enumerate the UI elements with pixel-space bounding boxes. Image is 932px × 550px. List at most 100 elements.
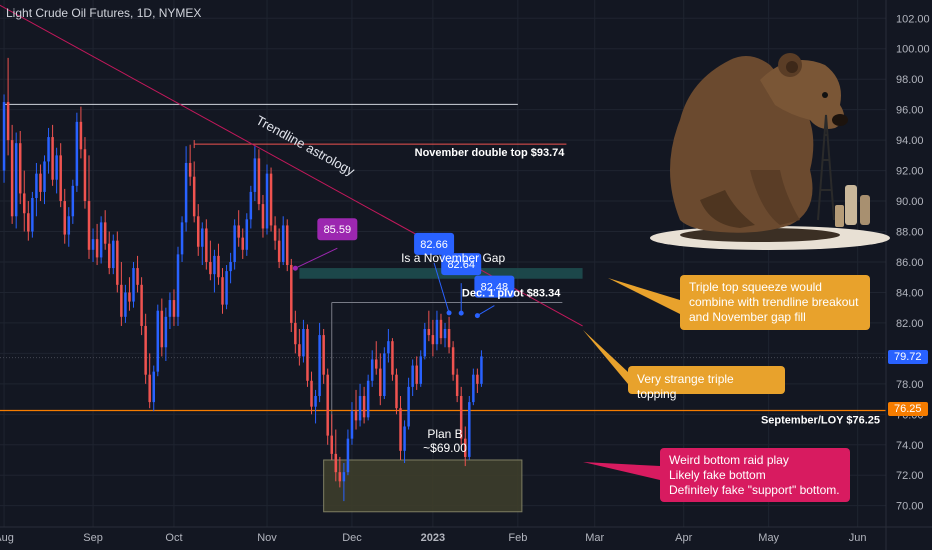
candle — [310, 371, 313, 415]
callout-line: and November gap fill — [689, 310, 806, 324]
candle-body — [463, 438, 467, 457]
candle — [468, 396, 471, 460]
candle — [383, 347, 386, 400]
candle-body — [407, 386, 410, 427]
candle — [51, 124, 54, 186]
candle-body — [261, 204, 265, 229]
candle-body — [237, 225, 240, 238]
candle-body — [472, 374, 475, 403]
candle — [140, 277, 143, 336]
trendline — [0, 4, 583, 327]
candle — [476, 368, 479, 393]
candle-body — [116, 240, 119, 285]
current-price-tag: 79.72 — [888, 349, 928, 364]
y-tick-label: 92.00 — [896, 166, 924, 178]
candles — [2, 57, 483, 502]
x-tick-label: Aug — [0, 532, 14, 544]
x-tick-label: Apr — [675, 532, 692, 544]
candle — [379, 353, 382, 406]
candle-body — [31, 198, 34, 232]
marker-box — [474, 275, 515, 298]
candle — [229, 252, 232, 284]
candle — [148, 353, 151, 409]
candle — [298, 328, 301, 366]
candle-body — [209, 261, 212, 275]
candle — [184, 146, 188, 232]
candle — [330, 414, 333, 460]
candle — [95, 223, 99, 266]
candle-body — [310, 380, 313, 407]
candle-body — [399, 408, 402, 451]
x-tick-label: Oct — [165, 532, 182, 544]
candle — [35, 162, 38, 217]
candle-body — [298, 344, 301, 357]
marker-dot — [458, 310, 464, 316]
candle — [358, 383, 362, 427]
marker-dot — [446, 310, 452, 316]
candle-body — [391, 341, 394, 375]
candle-body — [156, 310, 160, 372]
candle — [209, 240, 212, 281]
candle-body — [112, 240, 115, 269]
candle — [213, 249, 216, 293]
y-tick-label: 100.00 — [896, 44, 930, 56]
candle — [120, 261, 123, 326]
candle-body — [160, 310, 164, 348]
x-tick-label: Jun — [849, 532, 867, 544]
candle-body — [164, 316, 168, 348]
candle — [79, 106, 83, 159]
candle-body — [285, 225, 289, 266]
marker-label: 82.48 — [481, 282, 509, 294]
candle — [71, 179, 75, 224]
candle — [350, 402, 354, 445]
candle-body — [480, 356, 483, 384]
candle — [176, 246, 180, 326]
callout-line: Very strange triple topping — [637, 372, 734, 401]
plan-b-label: Plan B — [427, 427, 462, 441]
candle — [395, 368, 398, 415]
callout-line: Triple top squeeze would — [689, 280, 822, 294]
candle — [387, 328, 390, 363]
candle — [294, 310, 297, 354]
candle-body — [39, 173, 42, 192]
candle-body — [43, 161, 46, 192]
candle-body — [136, 268, 139, 285]
weird-bottom-callout: Weird bottom raid play Likely fake botto… — [660, 448, 850, 502]
candle-body — [144, 325, 147, 375]
candle-body — [213, 255, 216, 275]
candle — [237, 210, 240, 247]
candle — [91, 228, 95, 262]
candle — [172, 289, 176, 326]
candle-body — [107, 243, 111, 269]
triple-topping-callout: Very strange triple topping — [628, 366, 785, 401]
candle — [435, 310, 439, 351]
candle — [290, 258, 293, 333]
candle — [273, 216, 277, 250]
candle-body — [132, 268, 135, 302]
candle-body — [241, 237, 244, 250]
candle-body — [59, 155, 62, 202]
candle — [269, 167, 273, 232]
candle — [31, 191, 34, 238]
candle-body — [51, 137, 54, 180]
candle-body — [188, 162, 192, 177]
candle-body — [23, 193, 26, 214]
candle-body — [229, 261, 232, 272]
candle-body — [14, 143, 18, 217]
y-tick-label: 98.00 — [896, 74, 924, 86]
y-tick-label: 94.00 — [896, 135, 924, 147]
candle — [144, 313, 147, 384]
plan-b-zone — [323, 459, 523, 513]
callout-line: combine with trendline breakout — [689, 295, 859, 309]
candle-body — [350, 411, 354, 439]
candle-body — [366, 380, 370, 418]
candle-body — [245, 219, 249, 250]
september-loy-label: September/LOY $76.25 — [761, 414, 880, 426]
candle-body — [273, 225, 277, 241]
candle-body — [318, 335, 321, 397]
candle-body — [120, 284, 123, 317]
candle — [480, 350, 483, 387]
candle — [472, 368, 475, 406]
candle-body — [95, 239, 99, 258]
